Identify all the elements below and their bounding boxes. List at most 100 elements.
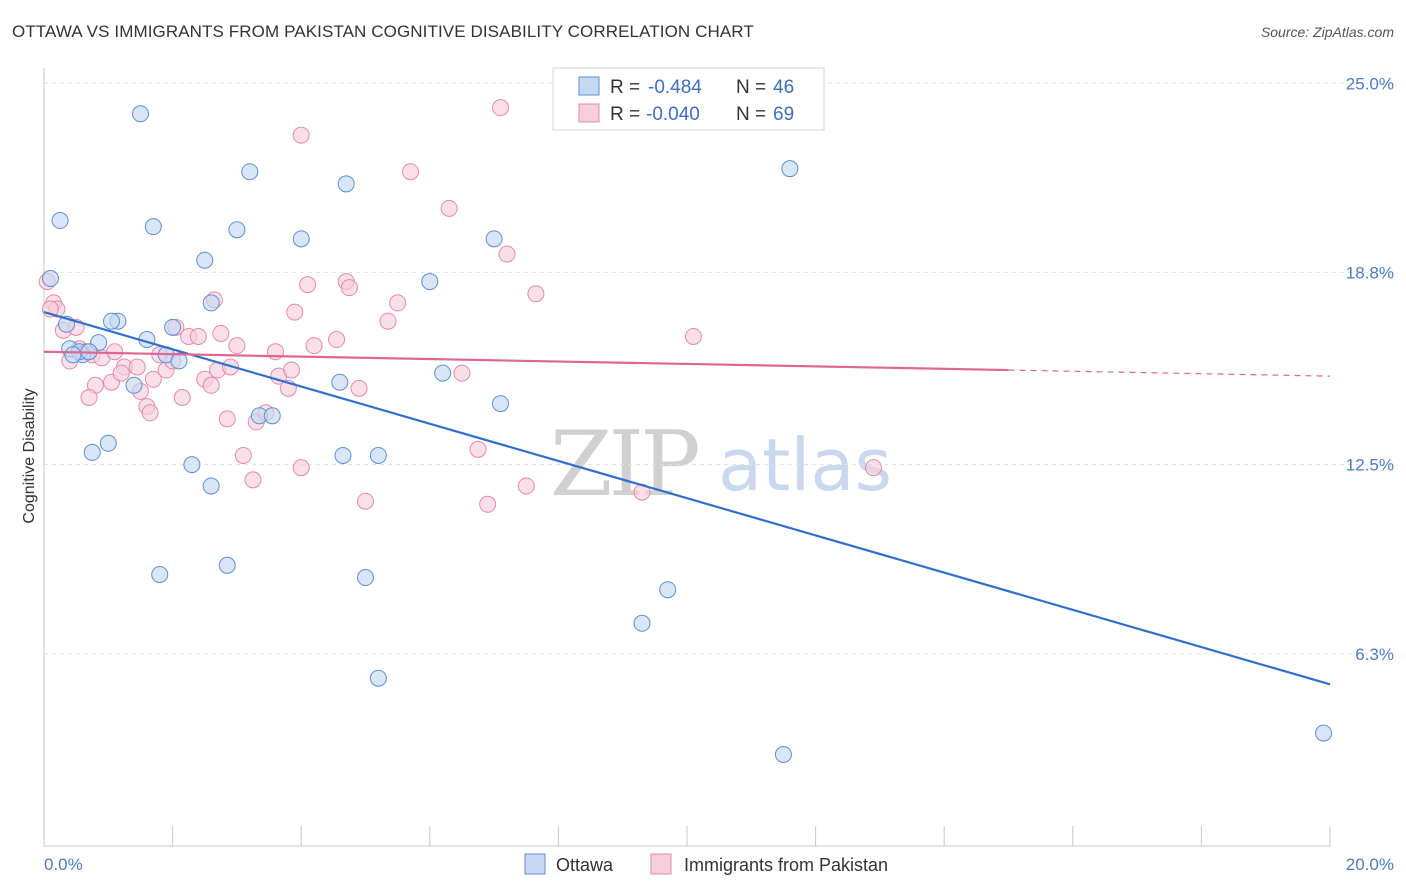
pakistan-point: [389, 294, 407, 312]
pakistan-point: [517, 477, 535, 495]
ottawa-point: [151, 565, 169, 583]
ottawa-point: [144, 218, 162, 236]
pakistan-point: [286, 303, 304, 321]
pakistan-point: [173, 389, 191, 407]
x-tick-marks: [172, 826, 1331, 846]
chart-title: OTTAWA VS IMMIGRANTS FROM PAKISTAN COGNI…: [12, 22, 754, 41]
pakistan-point: [106, 343, 124, 361]
bottom-legend-label-ottawa: Ottawa: [556, 855, 614, 875]
legend-r-value-ottawa: -0.484: [648, 77, 702, 98]
pakistan-point: [299, 276, 317, 294]
pakistan-point: [357, 492, 374, 510]
pakistan-point: [305, 337, 323, 355]
x-tick-label-max: 20.0%: [1346, 855, 1394, 874]
x-tick-label-min: 0.0%: [44, 855, 83, 874]
legend-n-value-pakistan: 69: [773, 104, 794, 125]
pakistan-point: [527, 285, 545, 303]
pakistan-point: [292, 126, 310, 144]
y-tick-label: 25.0%: [1346, 74, 1394, 93]
ottawa-point: [83, 443, 101, 461]
pakistan-point: [498, 245, 516, 263]
pakistan-point: [292, 459, 310, 477]
y-axis-label: Cognitive Disability: [21, 388, 38, 523]
ottawa-point: [774, 745, 792, 763]
trend-line-pakistan: [43, 350, 1009, 372]
legend-n-label-pakistan: N =: [736, 104, 766, 125]
ottawa-point: [131, 105, 149, 123]
pakistan-point: [228, 337, 246, 355]
legend-n-value-ottawa: 46: [773, 77, 794, 98]
ottawa-point: [228, 221, 246, 239]
legend-n-label-ottawa: N =: [736, 77, 766, 98]
pakistan-point: [453, 364, 471, 382]
ottawa-point: [781, 160, 799, 178]
ottawa-point: [218, 556, 236, 574]
ottawa-point: [492, 395, 510, 413]
pakistan-point: [141, 404, 159, 422]
y-tick-label: 18.8%: [1346, 263, 1394, 282]
ottawa-point: [170, 352, 188, 370]
ottawa-point: [196, 251, 214, 269]
ottawa-point: [64, 346, 82, 364]
bottom-legend-label-pakistan: Immigrants from Pakistan: [684, 855, 888, 875]
pakistan-point: [864, 459, 882, 477]
ottawa-point: [202, 294, 220, 312]
legend-r-label-pakistan: R =: [610, 104, 640, 125]
pakistan-point: [234, 446, 252, 464]
pakistan-point: [469, 440, 487, 458]
pakistan-point: [402, 163, 420, 181]
pakistan-point: [283, 361, 301, 379]
pakistan-point: [266, 343, 284, 361]
ottawa-point: [183, 456, 201, 474]
y-tick-label: 12.5%: [1346, 456, 1394, 475]
pakistan-point: [144, 370, 162, 388]
ottawa-point: [485, 230, 503, 248]
trend-lines: [43, 311, 1331, 686]
pakistan-point: [479, 495, 497, 513]
pakistan-point: [492, 99, 510, 117]
pakistan-point: [202, 376, 220, 394]
legend-swatch-pakistan: [578, 103, 600, 123]
ottawa-point: [633, 614, 651, 632]
pakistan-point: [379, 312, 397, 330]
ottawa-point: [369, 446, 387, 464]
series-ottawa-points: [41, 105, 1333, 763]
pakistan-point: [189, 327, 207, 345]
ottawa-point: [357, 569, 374, 587]
pakistan-point: [112, 364, 130, 382]
pakistan-point: [684, 327, 702, 345]
pakistan-point: [328, 331, 346, 349]
legend-r-value-pakistan: -0.040: [646, 104, 700, 125]
y-tick-labels: 6.3% 12.5% 18.8% 25.0%: [1346, 74, 1394, 664]
bottom-legend-swatch-ottawa: [524, 853, 546, 875]
ottawa-point: [334, 446, 352, 464]
pakistan-point: [212, 324, 230, 342]
legend-r-label-ottawa: R =: [610, 77, 640, 98]
ottawa-point: [125, 376, 143, 394]
ottawa-point: [337, 175, 355, 193]
chart-source: Source: ZipAtlas.com: [1260, 24, 1394, 40]
pakistan-point: [244, 471, 262, 489]
trend-line-ottawa: [43, 311, 1331, 686]
y-tick-label: 6.3%: [1355, 645, 1394, 664]
pakistan-point: [440, 199, 458, 217]
watermark: ZIP atlas: [550, 412, 892, 517]
pakistan-point: [80, 389, 98, 407]
ottawa-point: [292, 230, 310, 248]
bottom-legend-swatch-pakistan: [650, 853, 672, 875]
ottawa-point: [164, 318, 182, 336]
ottawa-point: [241, 163, 259, 181]
pakistan-point: [128, 358, 146, 376]
ottawa-point: [41, 270, 59, 288]
pakistan-point: [350, 379, 368, 397]
ottawa-point: [103, 312, 121, 330]
legend-box: R = -0.484 N = 46 R = -0.040 N = 69: [552, 67, 825, 131]
ottawa-point: [202, 477, 220, 495]
trend-line-pakistan-extension: [1008, 369, 1331, 377]
pakistan-point: [340, 279, 358, 297]
pakistan-point: [218, 410, 236, 428]
ottawa-point: [659, 581, 677, 599]
ottawa-point: [369, 669, 387, 687]
ottawa-point: [51, 212, 69, 230]
